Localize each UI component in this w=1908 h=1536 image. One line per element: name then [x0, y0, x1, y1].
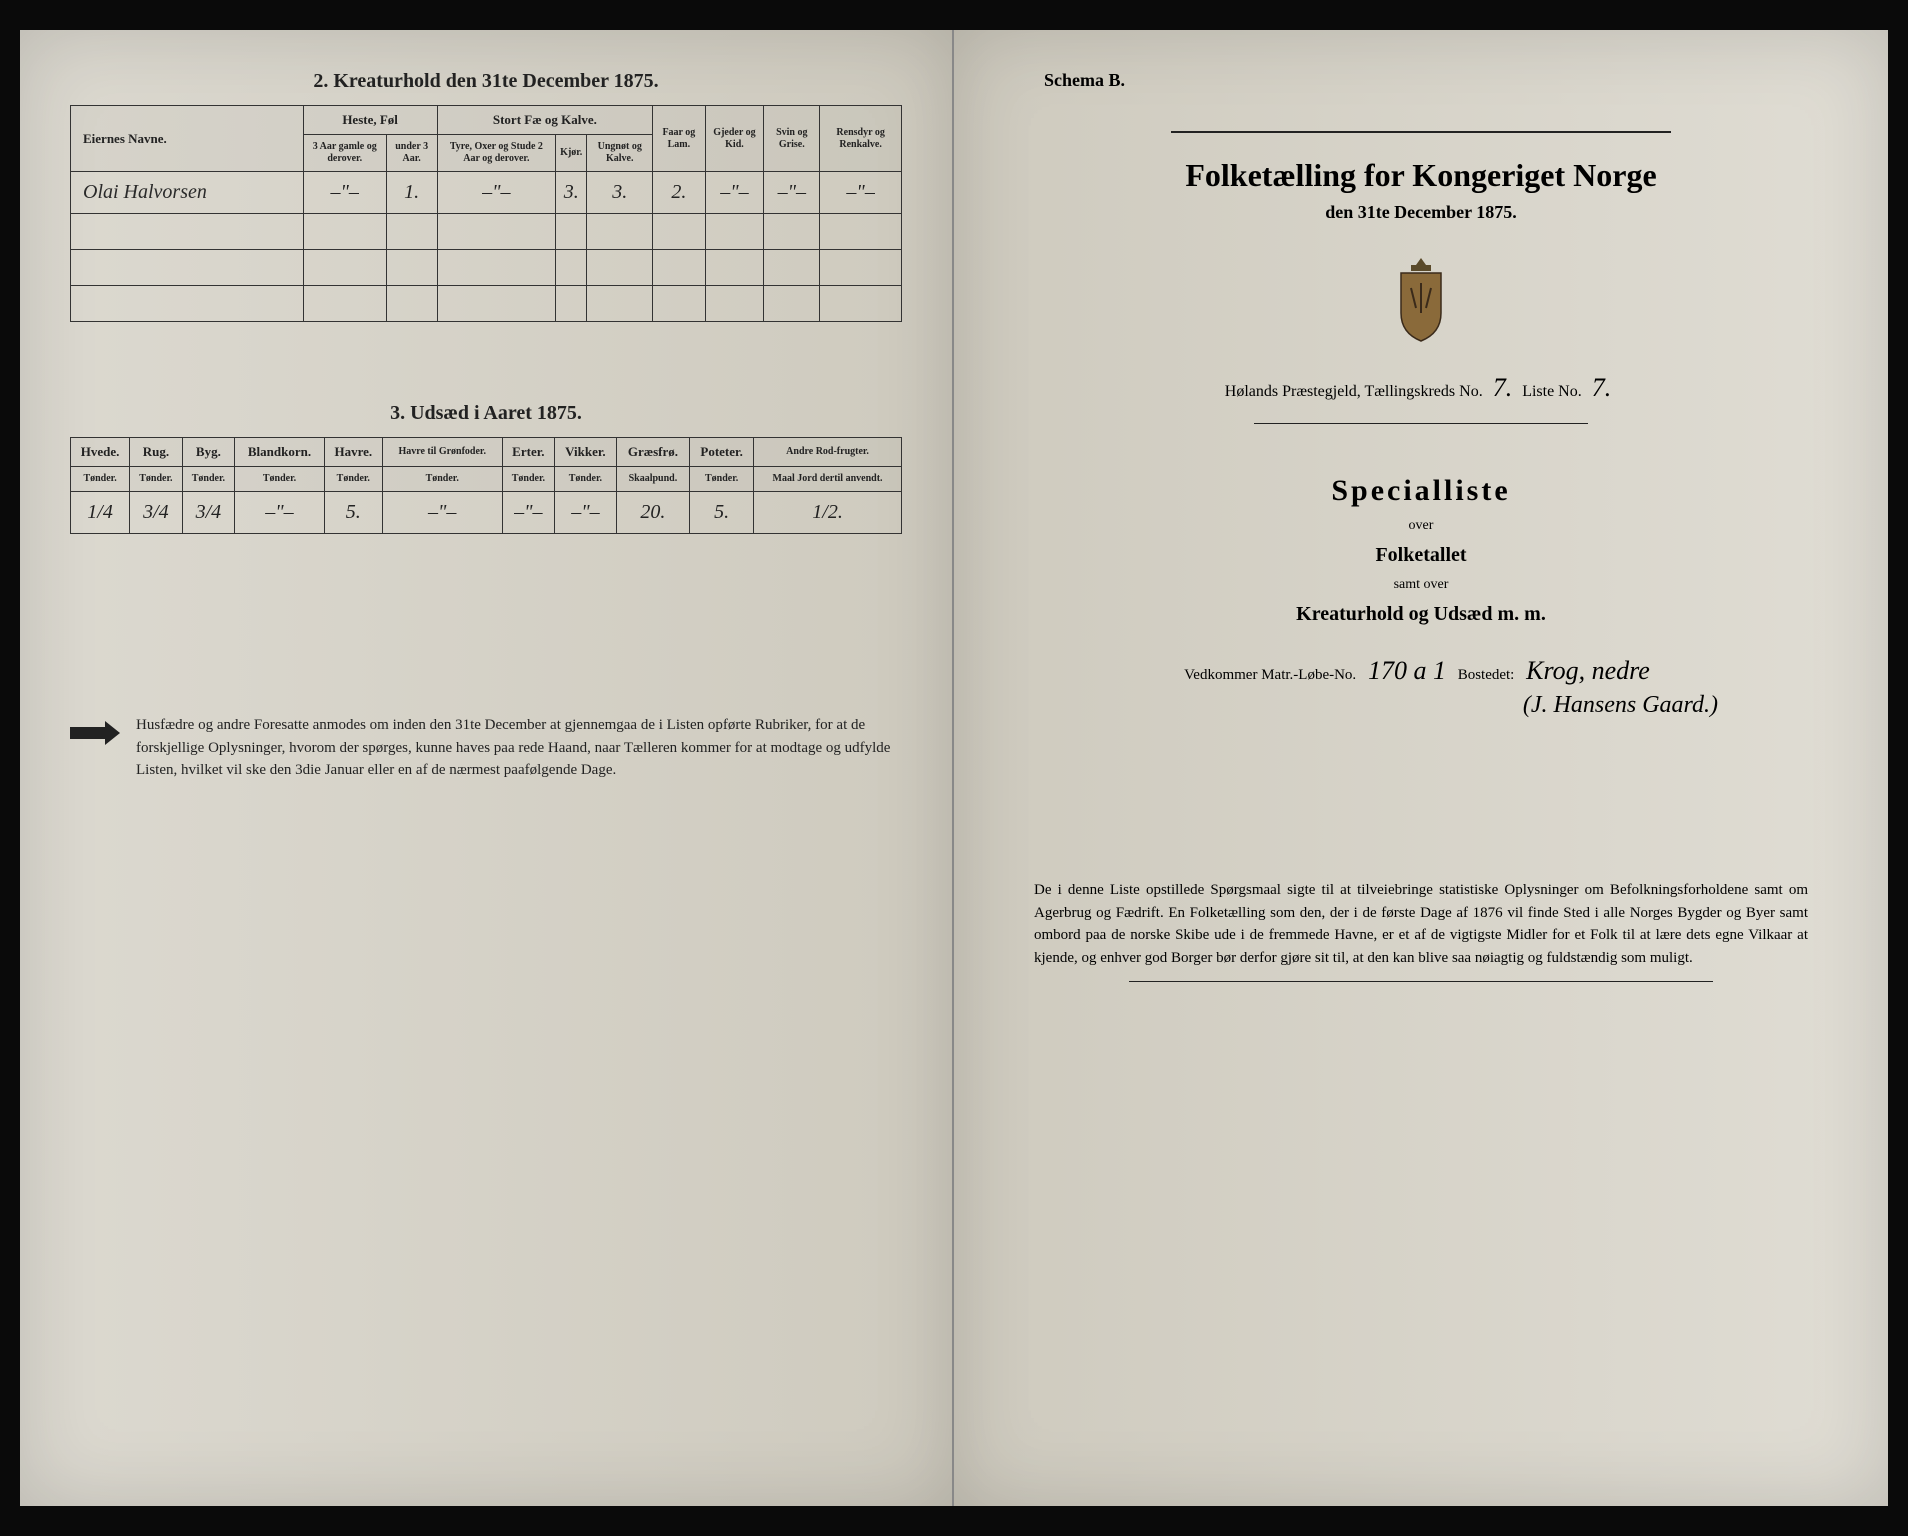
- cell: 3.: [587, 172, 653, 214]
- cell: 5.: [324, 492, 382, 534]
- table-header-group: Eiernes Navne. Heste, Føl Stort Fæ og Ka…: [71, 106, 902, 135]
- cell: –"–: [382, 492, 502, 534]
- rule: [1171, 131, 1671, 133]
- footer-note: Husfædre og andre Foresatte anmodes om i…: [70, 714, 902, 782]
- table-header: Hvede. Rug. Byg. Blandkorn. Havre. Havre…: [71, 438, 902, 467]
- cell: 5.: [690, 492, 754, 534]
- col: Hvede.: [71, 438, 130, 467]
- location-prefix: Hølands Præstegjeld, Tællingskreds No.: [1225, 383, 1483, 400]
- cell: 2.: [653, 172, 705, 214]
- rule: [1129, 981, 1713, 982]
- sub: Skaalpund.: [616, 467, 690, 492]
- owner-name: Olai Halvorsen: [71, 172, 304, 214]
- sub-h3: Tyre, Oxer og Stude 2 Aar og derover.: [437, 135, 556, 172]
- col-pigs: Svin og Grise.: [764, 106, 820, 172]
- over-label: over: [1004, 518, 1838, 534]
- cell: –"–: [820, 172, 902, 214]
- col-goats: Gjeder og Kid.: [705, 106, 764, 172]
- sub: Tønder.: [382, 467, 502, 492]
- col: Rug.: [130, 438, 182, 467]
- sub: Tønder.: [71, 467, 130, 492]
- liste-no: 7.: [1592, 373, 1612, 402]
- cell: –"–: [555, 492, 617, 534]
- cell: –"–: [764, 172, 820, 214]
- folketallet-label: Folketallet: [1004, 544, 1838, 567]
- schema-label: Schema B.: [1044, 70, 1838, 91]
- book-spread: 2. Kreaturhold den 31te December 1875. E…: [0, 0, 1908, 1536]
- sub: Tønder.: [690, 467, 754, 492]
- section3-title: 3. Udsæd i Aaret 1875.: [70, 402, 902, 425]
- cell: 3/4: [182, 492, 234, 534]
- table-subheader: Tønder. Tønder. Tønder. Tønder. Tønder. …: [71, 467, 902, 492]
- cell: 1.: [386, 172, 437, 214]
- cell: –"–: [705, 172, 764, 214]
- left-page: 2. Kreaturhold den 31te December 1875. E…: [20, 30, 954, 1506]
- col-horses: Heste, Føl: [303, 106, 437, 135]
- location-line: Hølands Præstegjeld, Tællingskreds No. 7…: [1004, 373, 1838, 403]
- cell: –"–: [437, 172, 556, 214]
- sub-h4: Kjør.: [556, 135, 587, 172]
- cell: 1/2.: [754, 492, 902, 534]
- cell: –"–: [502, 492, 554, 534]
- table-row: Olai Halvorsen –"– 1. –"– 3. 3. 2. –"– –…: [71, 172, 902, 214]
- bosted-sub: (J. Hansens Gaard.): [1004, 692, 1838, 719]
- col: Erter.: [502, 438, 554, 467]
- col: Byg.: [182, 438, 234, 467]
- col: Poteter.: [690, 438, 754, 467]
- footer-text: Husfædre og andre Foresatte anmodes om i…: [136, 714, 902, 782]
- table-row: 1/4 3/4 3/4 –"– 5. –"– –"– –"– 20. 5. 1/…: [71, 492, 902, 534]
- seed-table: Hvede. Rug. Byg. Blandkorn. Havre. Havre…: [70, 437, 902, 534]
- matr-label: Vedkommer Matr.-Løbe-No.: [1184, 667, 1356, 683]
- sub: Tønder.: [182, 467, 234, 492]
- bosted-name: Krog, nedre: [1526, 656, 1650, 685]
- sub-h1: 3 Aar gamle og derover.: [303, 135, 386, 172]
- right-footer-text: De i denne Liste opstillede Spørgsmaal s…: [1004, 879, 1838, 969]
- specialliste-title: Specialliste: [1004, 474, 1838, 508]
- matr-no: 170 a 1: [1368, 656, 1446, 685]
- table-row: [71, 286, 902, 322]
- sub: Tønder.: [324, 467, 382, 492]
- table-row: [71, 214, 902, 250]
- cell: 3.: [556, 172, 587, 214]
- samt-label: samt over: [1004, 577, 1838, 593]
- sub: Tønder.: [130, 467, 182, 492]
- sub-h5: Ungnøt og Kalve.: [587, 135, 653, 172]
- sub: Maal Jord dertil anvendt.: [754, 467, 902, 492]
- kreatur-label: Kreaturhold og Udsæd m. m.: [1004, 603, 1838, 626]
- matr-line: Vedkommer Matr.-Løbe-No. 170 a 1 Bostede…: [1004, 656, 1838, 686]
- table-row: [71, 250, 902, 286]
- sub: Tønder.: [235, 467, 325, 492]
- sub: Tønder.: [555, 467, 617, 492]
- pointing-hand-icon: [70, 718, 120, 748]
- bosted-label: Bostedet:: [1458, 667, 1515, 683]
- cell: 3/4: [130, 492, 182, 534]
- rule: [1254, 423, 1588, 424]
- col: Græsfrø.: [616, 438, 690, 467]
- cell: –"–: [235, 492, 325, 534]
- livestock-table: Eiernes Navne. Heste, Føl Stort Fæ og Ka…: [70, 105, 902, 322]
- sub: Tønder.: [502, 467, 554, 492]
- col-owner: Eiernes Navne.: [71, 106, 304, 172]
- section2-title: 2. Kreaturhold den 31te December 1875.: [70, 70, 902, 93]
- col: Blandkorn.: [235, 438, 325, 467]
- kreds-no: 7.: [1493, 373, 1513, 402]
- coat-of-arms-icon: [1386, 253, 1456, 343]
- cell: –"–: [303, 172, 386, 214]
- cell: 20.: [616, 492, 690, 534]
- census-title: Folketælling for Kongeriget Norge: [1004, 157, 1838, 194]
- col: Havre.: [324, 438, 382, 467]
- cell: 1/4: [71, 492, 130, 534]
- sub-h2: under 3 Aar.: [386, 135, 437, 172]
- col: Havre til Grønfoder.: [382, 438, 502, 467]
- col-sheep: Faar og Lam.: [653, 106, 705, 172]
- census-subtitle: den 31te December 1875.: [1004, 202, 1838, 223]
- liste-label: Liste No.: [1522, 383, 1582, 400]
- col-reindeer: Rensdyr og Renkalve.: [820, 106, 902, 172]
- right-page: Schema B. Folketælling for Kongeriget No…: [954, 30, 1888, 1506]
- col: Vikker.: [555, 438, 617, 467]
- col-cattle: Stort Fæ og Kalve.: [437, 106, 653, 135]
- col: Andre Rod-frugter.: [754, 438, 902, 467]
